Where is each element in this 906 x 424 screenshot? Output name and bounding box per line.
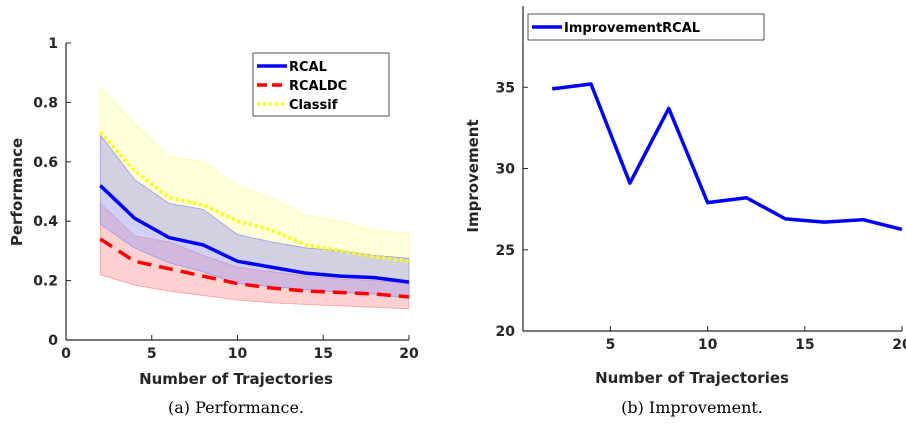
legend-label-classif: Classif bbox=[289, 98, 338, 113]
y-tick-label: 0.8 bbox=[33, 95, 58, 111]
x-tick-label: 0 bbox=[61, 346, 71, 362]
series-lines bbox=[551, 82, 903, 232]
band-rcal bbox=[99, 133, 410, 299]
y-axis-label: Improvement bbox=[464, 119, 482, 232]
axes bbox=[522, 6, 903, 332]
line-rcaldc bbox=[99, 237, 410, 299]
caption-b: (b) Improvement. bbox=[621, 398, 763, 417]
y-tick-label: 35 bbox=[496, 80, 515, 96]
line-improvementrcal bbox=[551, 82, 903, 232]
x-axis-label: Number of Trajectories bbox=[139, 370, 333, 388]
legend: RCAL RCALDC Classif bbox=[252, 52, 390, 117]
caption-a: (a) Performance. bbox=[168, 398, 304, 417]
legend: ImprovementRCAL bbox=[527, 13, 765, 41]
line-classif bbox=[98, 130, 410, 264]
x-axis-label: Number of Trajectories bbox=[595, 369, 789, 387]
y-tick-labels: 0 0.2 0.4 0.6 0.8 1 bbox=[33, 36, 58, 349]
y-tick-label: 0.4 bbox=[33, 214, 58, 230]
y-tick-label: 30 bbox=[496, 162, 516, 178]
y-tick-label: 25 bbox=[496, 243, 515, 259]
legend-label-rcaldc: RCALDC bbox=[289, 79, 347, 94]
x-tick-label: 5 bbox=[606, 337, 616, 353]
x-tick-label: 10 bbox=[698, 337, 718, 353]
x-tick-labels: 5 10 15 20 bbox=[606, 337, 906, 353]
performance-chart: 0 5 10 15 20 0 0.2 0.4 0.6 0.8 1 Number of Trajec… bbox=[8, 36, 419, 417]
y-axis-label: Performance bbox=[8, 138, 26, 246]
y-tick-label: 20 bbox=[496, 324, 516, 340]
x-tick-label: 15 bbox=[795, 337, 814, 353]
legend-box bbox=[527, 13, 765, 41]
y-tick-label: 0.6 bbox=[33, 155, 58, 171]
y-tick-label: 1 bbox=[48, 36, 58, 52]
x-tick-label: 5 bbox=[147, 346, 157, 362]
y-tick-label: 0.2 bbox=[33, 274, 58, 290]
x-tick-label: 10 bbox=[228, 346, 248, 362]
legend-label-rcal: RCAL bbox=[289, 60, 327, 75]
series-lines bbox=[98, 130, 410, 299]
line-rcal bbox=[99, 184, 410, 284]
legend-label-improvementrcal: ImprovementRCAL bbox=[564, 21, 700, 36]
band-rcaldc bbox=[99, 202, 410, 310]
x-tick-label: 15 bbox=[314, 346, 333, 362]
y-tick-labels: 20 25 30 35 bbox=[496, 80, 516, 340]
x-tick-label: 20 bbox=[399, 346, 419, 362]
axes bbox=[65, 42, 410, 341]
x-tick-labels: 0 5 10 15 20 bbox=[61, 346, 419, 362]
y-tick-label: 0 bbox=[48, 333, 58, 349]
x-tick-label: 20 bbox=[892, 337, 906, 353]
